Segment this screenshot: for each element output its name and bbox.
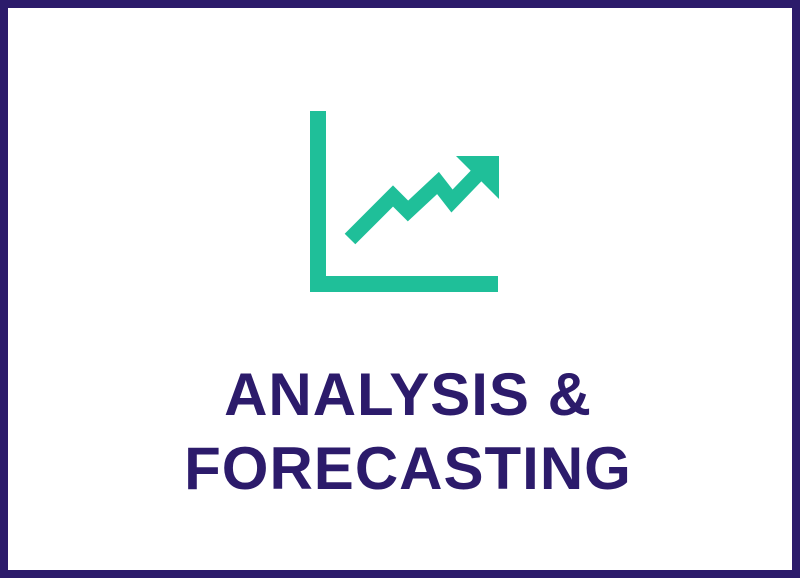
title-line-1: ANALYSIS & — [224, 361, 592, 428]
card-title: ANALYSIS & FORECASTING — [8, 358, 800, 506]
trending-up-chart-icon — [310, 111, 499, 292]
title-line-2: FORECASTING — [184, 435, 632, 502]
